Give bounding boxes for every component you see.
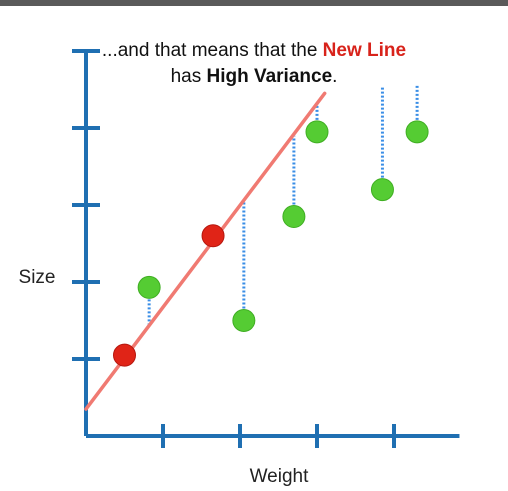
residual-lines — [147, 85, 419, 326]
green-data-point — [137, 275, 161, 299]
title-new-line-highlight: New Line — [322, 40, 407, 61]
data-points — [113, 120, 429, 367]
axes — [72, 49, 460, 448]
y-axis-label: Size — [19, 267, 56, 288]
top-bar — [0, 0, 508, 6]
green-data-point — [282, 205, 306, 229]
title-line-1: ...and that means that the New Line — [0, 38, 508, 64]
title-line-2: has High Variance. — [0, 64, 508, 90]
green-data-point — [232, 309, 256, 332]
green-data-point — [405, 120, 429, 144]
red-data-point — [113, 343, 136, 367]
title-line2-prefix: has — [170, 66, 207, 87]
chart-title: ...and that means that the New Line has … — [0, 38, 508, 90]
title-line2-suffix: . — [332, 66, 338, 87]
green-data-point — [370, 178, 394, 202]
red-data-point — [201, 224, 225, 248]
x-axis-label: Weight — [250, 466, 310, 487]
green-data-point — [305, 120, 329, 144]
title-high-variance: High Variance — [206, 66, 333, 87]
title-line1-prefix: ...and that means that the — [101, 40, 323, 61]
